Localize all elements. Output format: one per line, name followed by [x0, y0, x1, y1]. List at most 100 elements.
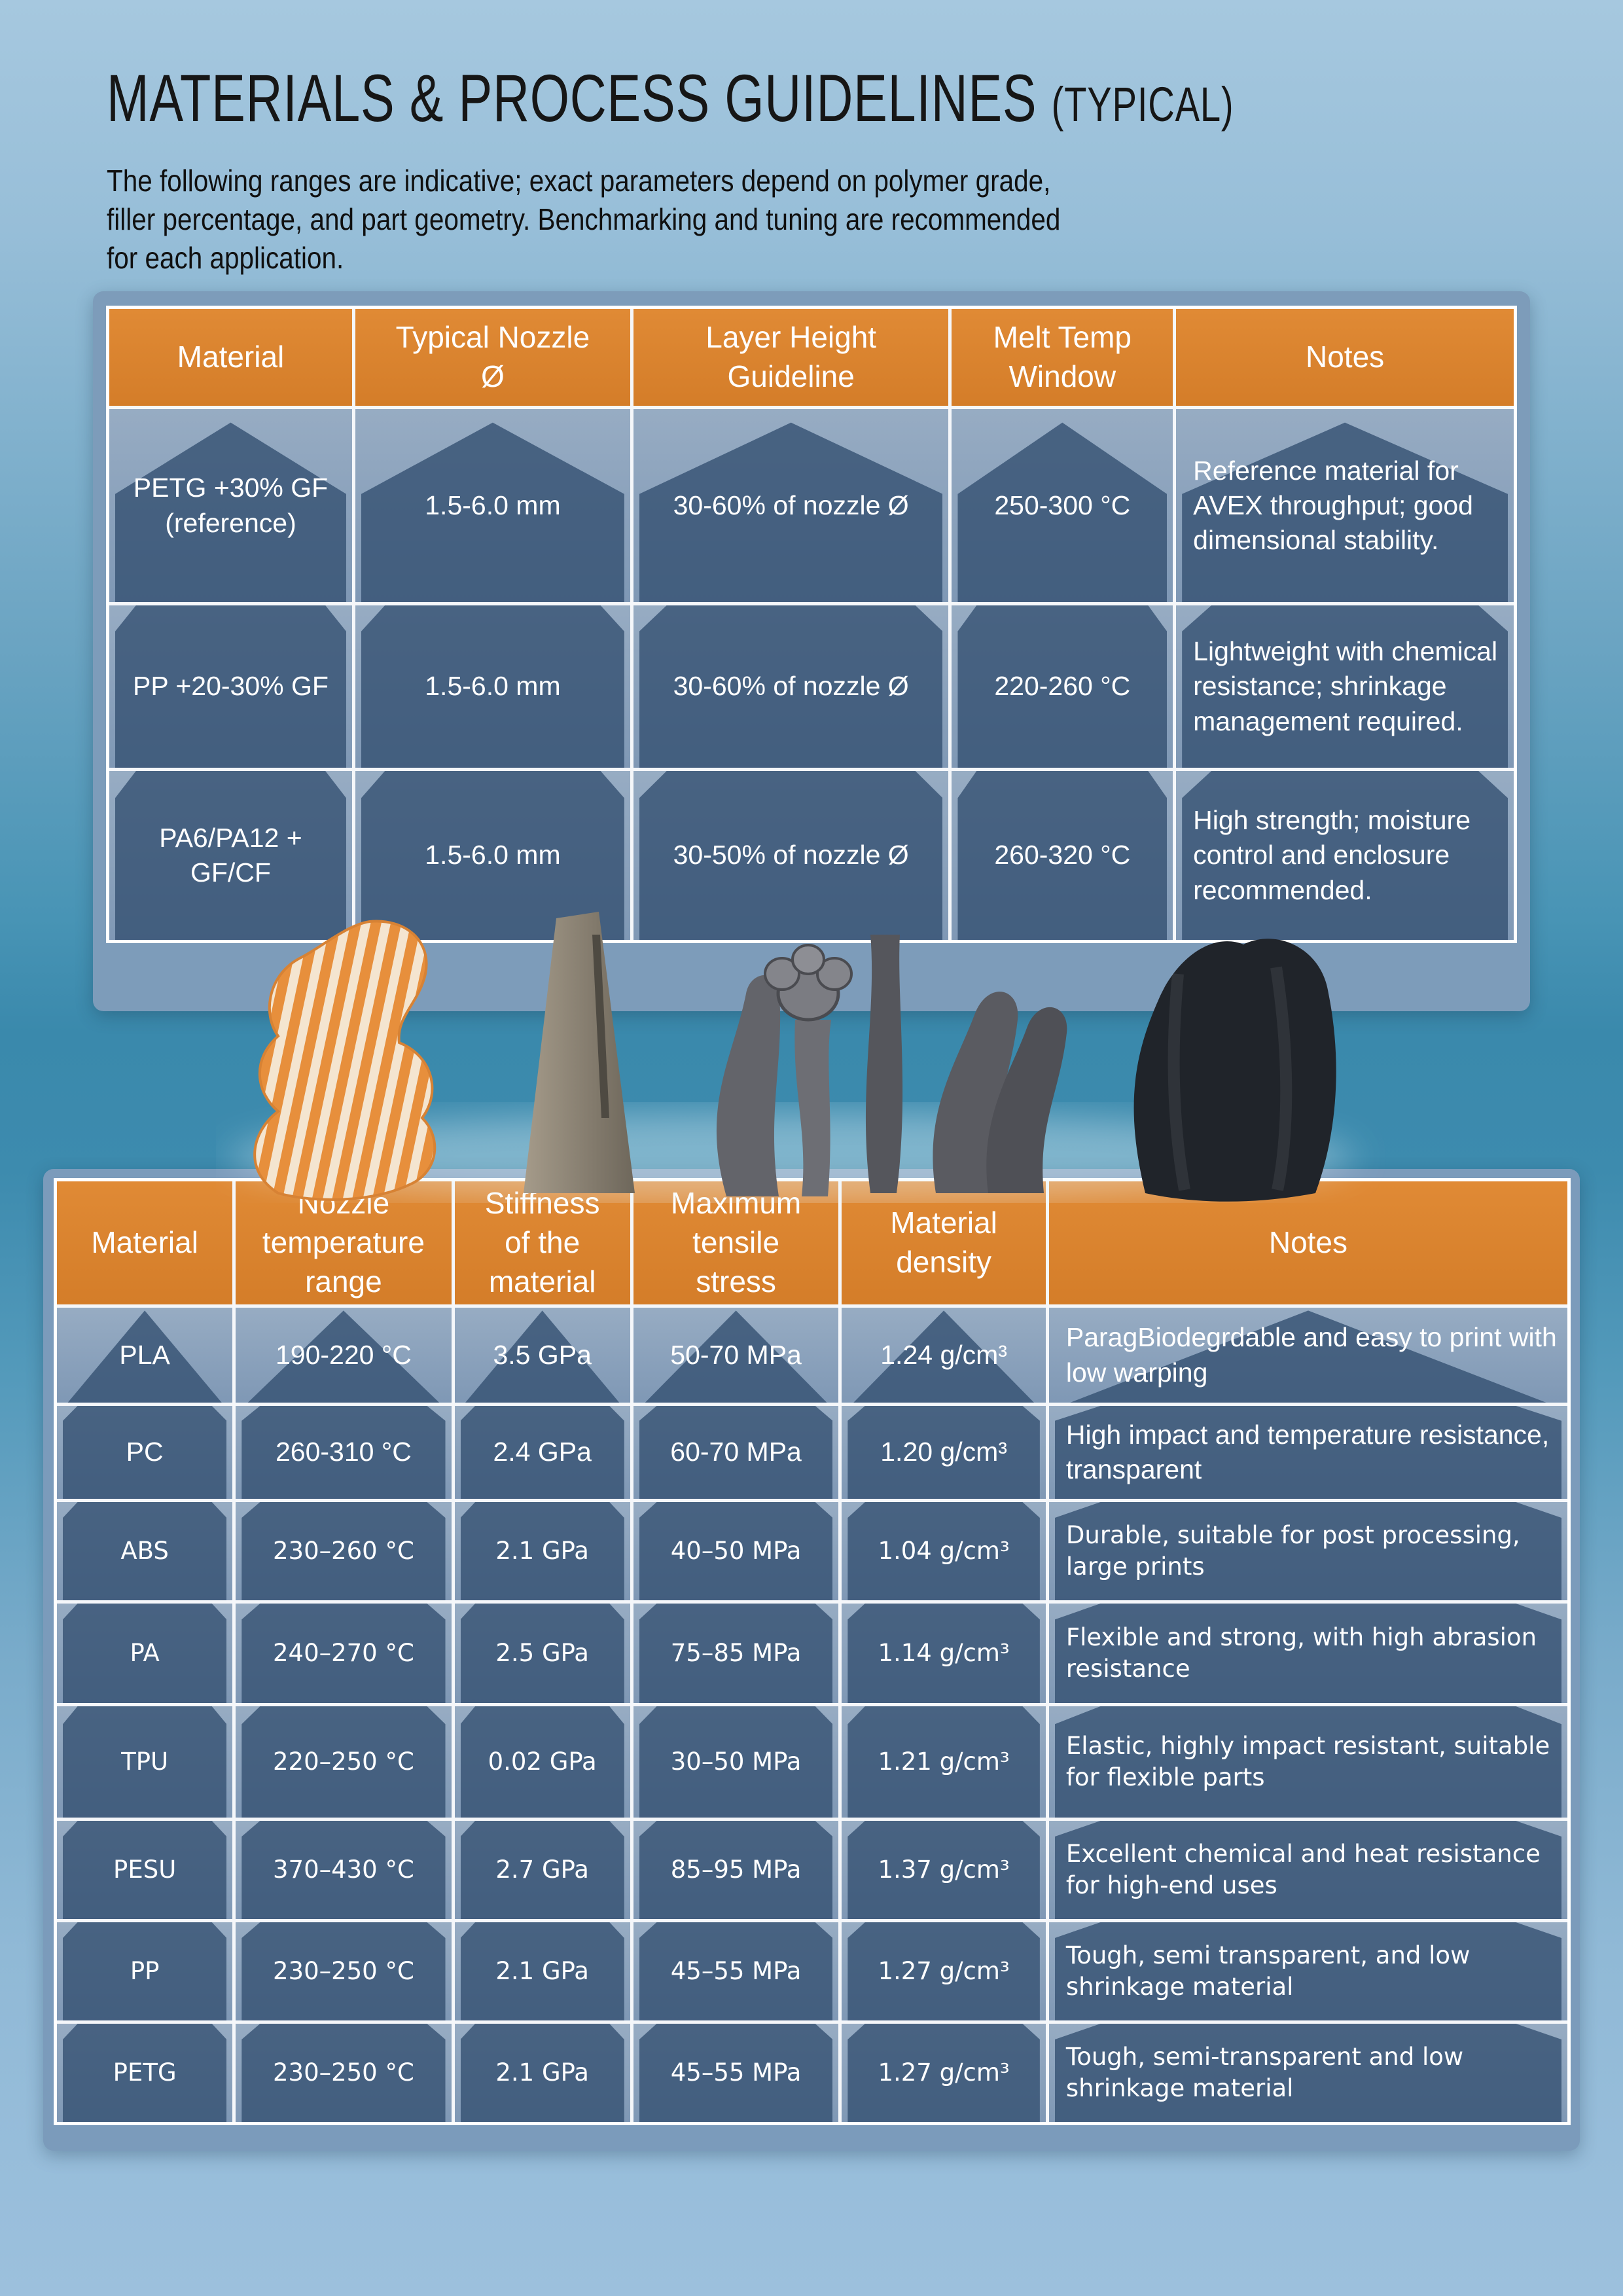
materials-row-6-temp: 230–250 °C	[236, 1922, 452, 2020]
cell-text: 2.1 GPa	[495, 1536, 589, 1565]
materials-row-1-density: 1.20 g/cm³	[842, 1406, 1046, 1499]
cell-arrow-decoration	[639, 605, 943, 768]
process-row-2-notes: High strength; moisture control and encl…	[1176, 771, 1514, 940]
cell-text: 45–55 MPa	[670, 1956, 802, 1985]
materials-header-5: Notes	[1048, 1181, 1567, 1304]
cell-text: 40–50 MPa	[670, 1536, 802, 1565]
process-row-1-layer: 30-60% of nozzle Ø	[633, 605, 949, 768]
materials-row-1-notes: High impact and temperature resistance, …	[1048, 1406, 1567, 1499]
cell-text: PLA	[119, 1339, 170, 1370]
cell-text: 230–250 °C	[272, 1956, 414, 1985]
materials-row-7-temp: 230–250 °C	[236, 2024, 452, 2122]
cell-text: 45–55 MPa	[670, 2058, 802, 2087]
cell-arrow-decoration	[1054, 1706, 1561, 1818]
cell-arrow-decoration	[639, 1821, 833, 1919]
cell-arrow-decoration	[241, 1604, 446, 1703]
intro-line: filler percentage, and part geometry. Be…	[107, 202, 1061, 236]
cell-arrow-decoration	[63, 1406, 227, 1499]
cell-arrow-decoration	[847, 1406, 1040, 1499]
materials-row-6-stress: 45–55 MPa	[633, 1922, 839, 2020]
materials-row-7-density: 1.27 g/cm³	[842, 2024, 1046, 2122]
cell-text: PP	[130, 1956, 160, 1985]
materials-row-2-notes: Durable, suitable for post processing, l…	[1048, 1502, 1567, 1600]
cell-arrow-decoration	[639, 1604, 833, 1703]
gray-wedge-slot	[592, 935, 609, 1118]
materials-row-2-stress: 40–50 MPa	[633, 1502, 839, 1600]
cell-text: PC	[126, 1437, 164, 1467]
material-properties-table: Material Nozzle temperature range Stiffnes…	[54, 1178, 1571, 2125]
cell-arrow-decoration	[1054, 2024, 1561, 2122]
process-header-4: Notes	[1176, 309, 1514, 406]
cell-text: PP +20-30% GF	[133, 671, 329, 702]
cell-arrow-decoration	[1182, 771, 1508, 940]
cell-arrow-decoration	[63, 1502, 227, 1600]
cell-arrow-decoration	[63, 1821, 227, 1919]
cell-text: 60-70 MPa	[670, 1437, 802, 1467]
cell-text: 220–250 °C	[272, 1747, 414, 1776]
process-row-0-layer: 30-60% of nozzle Ø	[633, 409, 949, 602]
cell-arrow-decoration	[460, 1821, 624, 1919]
materials-row-7-stress: 45–55 MPa	[633, 2024, 839, 2122]
orange-striped-chair	[253, 920, 437, 1201]
intro-line: The following ranges are indicative; exa…	[107, 164, 1051, 198]
materials-header-2: Stiffness of the material	[454, 1181, 630, 1304]
cell-arrow-decoration	[460, 2024, 624, 2122]
cell-text: 1.14 g/cm³	[878, 1638, 1010, 1667]
cell-arrow-decoration	[241, 1706, 446, 1818]
printed-parts-photo	[229, 912, 1355, 1203]
materials-header-1: Nozzle temperature range	[236, 1181, 452, 1304]
materials-row-4-stress: 30–50 MPa	[633, 1706, 839, 1818]
process-header-3: Melt Temp Window	[952, 309, 1173, 406]
process-header-2: Layer Height Guideline	[633, 309, 949, 406]
materials-row-0-notes: ParagBiodegrdable and easy to print with…	[1048, 1308, 1567, 1403]
cell-arrow-decoration	[241, 1406, 446, 1499]
materials-row-1-stress: 60-70 MPa	[633, 1406, 839, 1499]
materials-row-2-material: ABS	[57, 1502, 233, 1600]
materials-row-3-notes: Flexible and strong, with high abrasion …	[1048, 1604, 1567, 1703]
cell-text: PETG	[113, 2058, 177, 2087]
cell-arrow-decoration	[639, 1406, 833, 1499]
cell-text: Lightweight with chemical resistance; sh…	[1193, 636, 1498, 736]
materials-row-5-stiffness: 2.7 GPa	[454, 1821, 630, 1919]
materials-row-5-stress: 85–95 MPa	[633, 1821, 839, 1919]
process-row-1-nozzle: 1.5-6.0 mm	[355, 605, 630, 768]
process-row-1-melt: 220-260 °C	[952, 605, 1173, 768]
cell-arrow-decoration	[63, 2024, 227, 2122]
materials-row-2-temp: 230–260 °C	[236, 1502, 452, 1600]
cell-text: 3.5 GPa	[493, 1339, 592, 1370]
cell-text: 1.27 g/cm³	[878, 2058, 1010, 2087]
process-row-0-notes: Reference material for AVEX throughput; …	[1176, 409, 1514, 602]
cell-text: 1.5-6.0 mm	[425, 490, 561, 520]
cell-arrow-decoration	[847, 1502, 1040, 1600]
cell-arrow-decoration	[1054, 1922, 1561, 2020]
materials-row-3-density: 1.14 g/cm³	[842, 1604, 1046, 1703]
cell-arrow-decoration	[115, 605, 346, 768]
cell-text: PA6/PA12 + GF/CF	[159, 822, 302, 888]
cell-arrow-decoration	[639, 1922, 833, 2020]
cell-text: 50-70 MPa	[670, 1339, 802, 1370]
cell-arrow-decoration	[1054, 1502, 1561, 1600]
cell-text: 1.20 g/cm³	[880, 1437, 1007, 1467]
materials-row-3-temp: 240–270 °C	[236, 1604, 452, 1703]
cell-arrow-decoration	[361, 771, 624, 940]
materials-row-0-material: PLA	[57, 1308, 233, 1403]
cell-arrow-decoration	[241, 1821, 446, 1919]
materials-row-0-temp: 190-220 °C	[236, 1308, 452, 1403]
cell-text: 230–260 °C	[272, 1536, 414, 1565]
cell-arrow-decoration	[460, 1922, 624, 2020]
materials-row-5-material: PESU	[57, 1821, 233, 1919]
materials-row-4-temp: 220–250 °C	[236, 1706, 452, 1818]
cell-arrow-decoration	[241, 1502, 446, 1600]
cell-text: 30-50% of nozzle Ø	[673, 840, 909, 870]
materials-row-7-material: PETG	[57, 2024, 233, 2122]
cell-text: 2.5 GPa	[495, 1638, 589, 1667]
materials-row-5-temp: 370–430 °C	[236, 1821, 452, 1919]
cell-text: Reference material for AVEX throughput; …	[1193, 455, 1473, 556]
cell-text: 2.1 GPa	[495, 1956, 589, 1985]
process-row-2-nozzle: 1.5-6.0 mm	[355, 771, 630, 940]
cell-text: 30-60% of nozzle Ø	[673, 671, 909, 702]
process-row-1-material: PP +20-30% GF	[109, 605, 352, 768]
cell-text: PESU	[113, 1855, 177, 1884]
materials-row-1-stiffness: 2.4 GPa	[454, 1406, 630, 1499]
cell-arrow-decoration	[361, 605, 624, 768]
